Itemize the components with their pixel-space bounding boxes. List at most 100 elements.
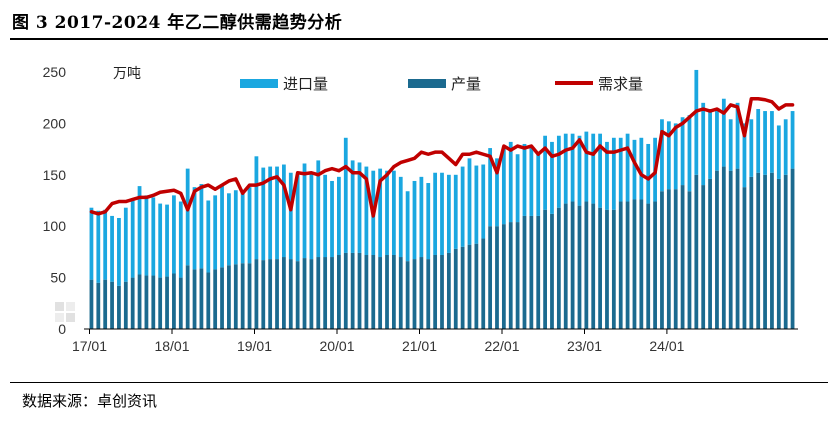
bar-production	[536, 215, 541, 329]
bar-production	[783, 174, 788, 329]
bar-production	[673, 189, 678, 329]
bar-import	[412, 180, 417, 260]
bar-import	[646, 143, 651, 204]
bar-production	[89, 279, 94, 329]
bar-import	[515, 154, 520, 223]
bar-import	[453, 174, 458, 249]
bar-production	[701, 185, 706, 329]
bar-import	[385, 170, 389, 255]
bar-production	[467, 244, 472, 329]
bar-import	[275, 166, 279, 260]
bar-import	[144, 195, 149, 276]
bar-production	[735, 168, 740, 329]
bar-import	[364, 166, 369, 255]
bar-import	[488, 148, 493, 227]
bar-production	[556, 207, 561, 329]
bar-import	[625, 133, 630, 202]
bar-import	[295, 174, 300, 262]
bar-production	[460, 246, 465, 329]
bar-production	[364, 254, 369, 329]
y-tick-label: 100	[43, 218, 67, 234]
bar-import	[639, 137, 644, 200]
bar-production	[371, 254, 376, 329]
bar-production	[412, 259, 417, 329]
bar-production	[385, 254, 389, 329]
bar-import	[323, 174, 328, 258]
bar-production	[694, 174, 699, 329]
bar-import	[598, 133, 602, 208]
bar-production	[770, 172, 774, 329]
legend-label-demand: 需求量	[598, 75, 643, 93]
bar-import	[660, 119, 664, 192]
x-tick-label: 18/01	[154, 338, 189, 354]
demand-line	[89, 96, 795, 218]
bar-production	[570, 201, 575, 329]
bar-production	[199, 268, 204, 329]
bar-production	[378, 257, 383, 329]
bar-import	[123, 207, 128, 282]
bar-import	[227, 193, 231, 266]
bar-import	[316, 160, 321, 258]
bar-import	[666, 121, 671, 190]
x-tick-label: 23/01	[567, 338, 602, 354]
bar-import	[103, 209, 108, 280]
bar-production	[776, 178, 781, 329]
y-tick-label: 250	[43, 64, 67, 80]
bar-production	[543, 209, 547, 329]
bar-production	[316, 257, 321, 329]
bar-import	[220, 185, 224, 268]
bar-import	[605, 141, 609, 210]
bar-production	[680, 185, 685, 329]
bar-production	[653, 201, 657, 329]
bar-production	[137, 274, 142, 329]
bar-import	[708, 109, 712, 179]
bar-production	[233, 264, 238, 329]
bar-import	[584, 131, 589, 202]
bar-production	[632, 199, 637, 329]
bar-import	[343, 137, 348, 253]
x-tick-label: 19/01	[237, 338, 272, 354]
y-tick-label: 0	[58, 321, 66, 337]
bar-production	[165, 276, 169, 329]
bar-production	[426, 259, 431, 329]
bar-import	[467, 158, 472, 245]
bar-production	[323, 257, 328, 329]
bar-production	[721, 166, 726, 329]
bar-production	[639, 199, 644, 329]
bar-production	[343, 252, 348, 329]
bar-import	[206, 200, 211, 273]
bar-import	[240, 191, 245, 264]
bar-import	[268, 166, 273, 260]
bar-import	[165, 204, 169, 277]
bar-import	[89, 207, 94, 280]
bar-production	[481, 238, 486, 329]
bar-import	[330, 180, 334, 258]
bar-import	[282, 164, 286, 258]
bar-production	[117, 285, 121, 329]
bar-production	[268, 259, 273, 329]
bar-import	[756, 109, 761, 173]
bar-production	[405, 261, 410, 329]
bar-import	[721, 98, 726, 167]
data-source: 数据来源：卓创资讯	[22, 392, 158, 410]
bar-import	[247, 187, 252, 264]
bar-import	[96, 210, 101, 283]
bar-production	[302, 258, 307, 329]
bar-production	[130, 277, 135, 329]
bar-import	[611, 137, 616, 210]
bar-import	[508, 141, 513, 223]
bar-production	[495, 226, 499, 329]
bar-import	[742, 123, 747, 188]
bar-production	[178, 277, 183, 329]
bar-production	[240, 263, 245, 329]
x-tick-label: 17/01	[72, 338, 107, 354]
bar-production	[618, 201, 623, 329]
bar-import	[137, 186, 142, 275]
chart: 0 50 100 150 200 250 17/01 18/01 19/01 20/01 21/01…	[43, 64, 798, 354]
bar-production	[123, 281, 128, 329]
bar-import	[192, 187, 197, 270]
bar-production	[275, 259, 279, 329]
bar-import	[783, 119, 788, 175]
bar-production	[158, 277, 163, 329]
legend-label-production: 产量	[451, 75, 481, 93]
